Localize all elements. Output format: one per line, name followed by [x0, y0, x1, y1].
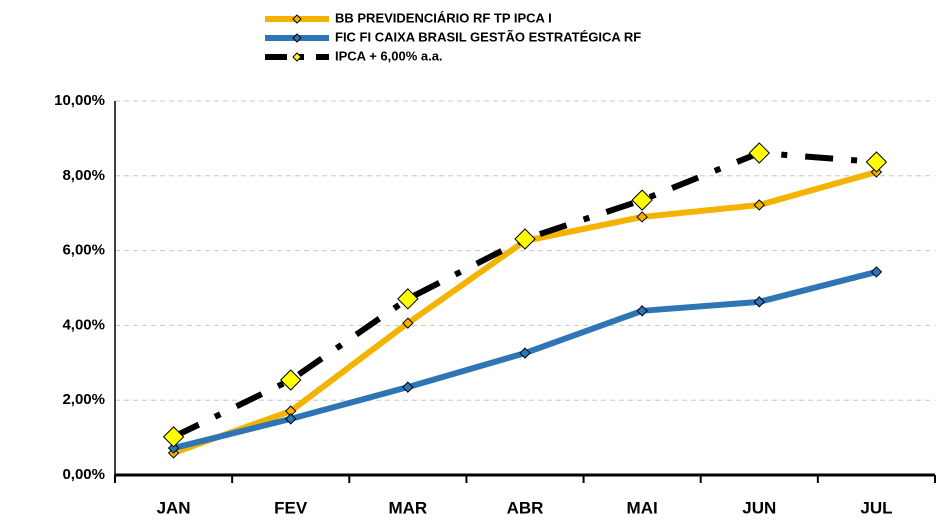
marker: [748, 142, 770, 164]
marker: [865, 151, 888, 173]
legend-marker: [292, 52, 302, 62]
marker: [514, 228, 536, 250]
legend-label: FIC FI CAIXA BRASIL GESTÃO ESTRATÉGICA R…: [335, 29, 641, 44]
x-tick-label: JAN: [157, 498, 191, 517]
marker: [280, 369, 302, 391]
y-tick-label: 2,00%: [62, 391, 105, 408]
legend-marker: [292, 33, 302, 43]
legend-label: IPCA + 6,00% a.a.: [335, 48, 443, 63]
marker: [402, 381, 414, 393]
marker: [753, 296, 765, 308]
x-tick-label: MAR: [388, 498, 427, 517]
series-line: [172, 169, 878, 456]
legend-marker: [292, 14, 302, 24]
marker: [285, 413, 297, 425]
marker: [636, 305, 648, 317]
series-line: [172, 149, 877, 440]
y-tick-label: 10,00%: [54, 92, 105, 109]
marker: [167, 442, 180, 454]
y-tick-label: 8,00%: [62, 167, 105, 184]
y-tick-label: 6,00%: [62, 242, 105, 259]
legend-label: BB PREVIDENCIÁRIO RF TP IPCA I: [335, 10, 552, 25]
marker: [753, 199, 765, 211]
marker: [402, 317, 414, 329]
marker: [636, 211, 648, 223]
marker: [162, 426, 185, 448]
series-line: [172, 269, 878, 451]
x-tick-label: MAI: [627, 498, 658, 517]
x-tick-label: JUN: [742, 498, 776, 517]
x-tick-label: JUL: [860, 498, 892, 517]
y-tick-label: 4,00%: [62, 316, 105, 333]
x-tick-label: FEV: [274, 498, 308, 517]
marker: [397, 288, 419, 310]
marker: [870, 266, 883, 278]
marker: [631, 189, 653, 211]
y-tick-label: 0,00%: [62, 466, 105, 483]
x-tick-label: ABR: [507, 498, 544, 517]
marker: [519, 347, 531, 359]
